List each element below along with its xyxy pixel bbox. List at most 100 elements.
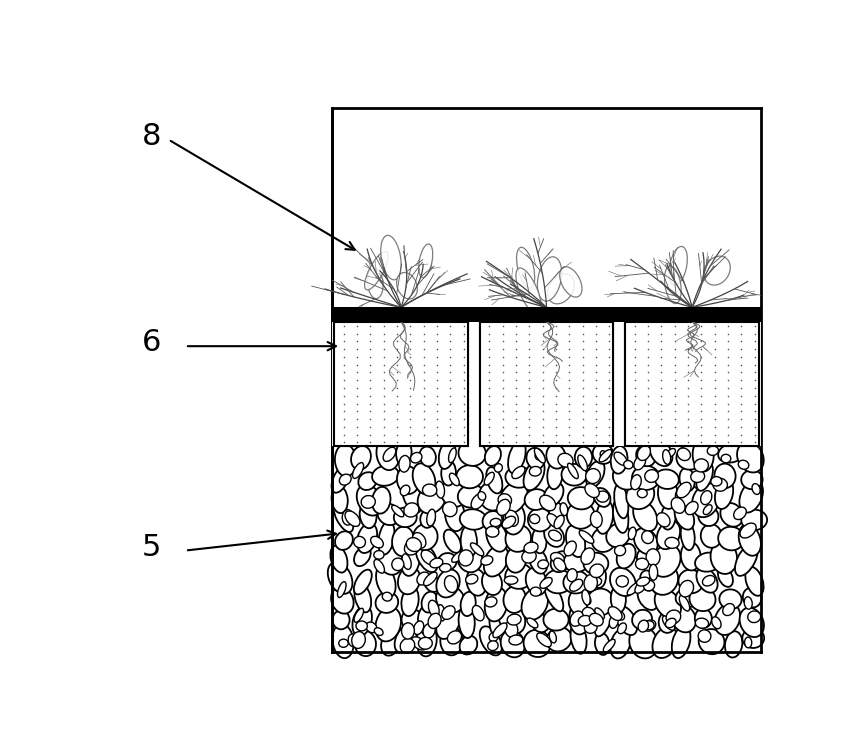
Ellipse shape bbox=[374, 550, 384, 559]
Ellipse shape bbox=[566, 526, 585, 557]
Ellipse shape bbox=[570, 623, 587, 653]
Ellipse shape bbox=[696, 568, 718, 593]
Ellipse shape bbox=[738, 460, 749, 469]
Ellipse shape bbox=[376, 566, 396, 597]
Ellipse shape bbox=[718, 526, 744, 550]
Ellipse shape bbox=[460, 509, 486, 529]
Ellipse shape bbox=[367, 268, 383, 299]
Ellipse shape bbox=[526, 448, 544, 469]
Ellipse shape bbox=[535, 448, 545, 463]
Ellipse shape bbox=[627, 582, 641, 595]
Ellipse shape bbox=[739, 524, 761, 556]
Ellipse shape bbox=[679, 596, 689, 611]
Ellipse shape bbox=[374, 628, 383, 635]
Ellipse shape bbox=[616, 576, 628, 587]
Ellipse shape bbox=[459, 605, 474, 638]
Ellipse shape bbox=[503, 504, 525, 535]
Ellipse shape bbox=[335, 531, 353, 550]
Ellipse shape bbox=[590, 511, 602, 528]
Ellipse shape bbox=[335, 444, 356, 477]
Ellipse shape bbox=[644, 620, 656, 631]
Ellipse shape bbox=[663, 616, 675, 630]
Ellipse shape bbox=[690, 471, 705, 483]
Ellipse shape bbox=[547, 627, 572, 651]
Ellipse shape bbox=[741, 470, 763, 489]
Ellipse shape bbox=[420, 447, 435, 466]
Ellipse shape bbox=[722, 604, 734, 616]
Ellipse shape bbox=[402, 587, 419, 616]
Ellipse shape bbox=[411, 637, 426, 650]
Ellipse shape bbox=[584, 575, 597, 592]
Ellipse shape bbox=[413, 524, 437, 550]
Ellipse shape bbox=[485, 597, 497, 607]
Ellipse shape bbox=[505, 621, 518, 638]
Ellipse shape bbox=[422, 484, 437, 496]
Ellipse shape bbox=[550, 551, 571, 572]
Ellipse shape bbox=[383, 447, 396, 462]
Ellipse shape bbox=[649, 564, 658, 581]
Ellipse shape bbox=[535, 452, 544, 460]
Ellipse shape bbox=[632, 465, 659, 490]
Ellipse shape bbox=[421, 550, 436, 565]
Ellipse shape bbox=[650, 564, 678, 595]
Ellipse shape bbox=[484, 545, 508, 577]
Ellipse shape bbox=[371, 536, 384, 548]
Ellipse shape bbox=[564, 541, 576, 556]
Ellipse shape bbox=[461, 592, 476, 616]
Ellipse shape bbox=[609, 615, 618, 629]
Ellipse shape bbox=[332, 486, 348, 513]
Ellipse shape bbox=[340, 475, 351, 485]
Ellipse shape bbox=[737, 442, 764, 472]
Ellipse shape bbox=[327, 562, 353, 594]
Ellipse shape bbox=[699, 629, 724, 654]
Ellipse shape bbox=[530, 587, 541, 596]
Ellipse shape bbox=[666, 610, 681, 624]
Ellipse shape bbox=[376, 592, 398, 613]
Ellipse shape bbox=[702, 575, 715, 586]
Bar bbox=[480, 322, 613, 447]
Ellipse shape bbox=[608, 607, 622, 620]
Ellipse shape bbox=[548, 274, 575, 304]
Ellipse shape bbox=[441, 626, 462, 655]
Ellipse shape bbox=[505, 510, 518, 526]
Ellipse shape bbox=[410, 453, 422, 463]
Ellipse shape bbox=[485, 587, 507, 621]
Ellipse shape bbox=[744, 597, 753, 609]
Ellipse shape bbox=[481, 556, 492, 566]
Ellipse shape bbox=[569, 579, 582, 591]
Ellipse shape bbox=[740, 608, 764, 637]
Ellipse shape bbox=[478, 492, 486, 500]
Ellipse shape bbox=[582, 590, 590, 605]
Ellipse shape bbox=[677, 482, 691, 498]
Ellipse shape bbox=[665, 618, 676, 628]
Ellipse shape bbox=[595, 500, 613, 534]
Ellipse shape bbox=[547, 514, 560, 528]
Ellipse shape bbox=[403, 503, 419, 517]
Ellipse shape bbox=[713, 478, 727, 491]
Ellipse shape bbox=[638, 446, 651, 460]
Ellipse shape bbox=[354, 608, 364, 623]
Ellipse shape bbox=[634, 528, 658, 554]
Ellipse shape bbox=[412, 532, 426, 548]
Ellipse shape bbox=[695, 553, 721, 572]
Ellipse shape bbox=[696, 618, 708, 628]
Ellipse shape bbox=[614, 452, 627, 465]
Ellipse shape bbox=[720, 590, 741, 609]
Ellipse shape bbox=[442, 606, 455, 620]
Ellipse shape bbox=[480, 483, 504, 511]
Ellipse shape bbox=[650, 439, 672, 466]
Ellipse shape bbox=[423, 623, 435, 638]
Ellipse shape bbox=[430, 558, 443, 568]
Ellipse shape bbox=[681, 542, 701, 571]
Bar bbox=[480, 322, 613, 447]
Ellipse shape bbox=[354, 547, 371, 566]
Ellipse shape bbox=[544, 569, 572, 593]
Ellipse shape bbox=[746, 567, 764, 596]
Ellipse shape bbox=[540, 578, 552, 588]
Bar bbox=[626, 322, 759, 447]
Bar bbox=[334, 322, 467, 447]
Ellipse shape bbox=[550, 553, 564, 563]
Bar bbox=[333, 308, 761, 322]
Ellipse shape bbox=[357, 485, 382, 516]
Ellipse shape bbox=[617, 611, 625, 620]
